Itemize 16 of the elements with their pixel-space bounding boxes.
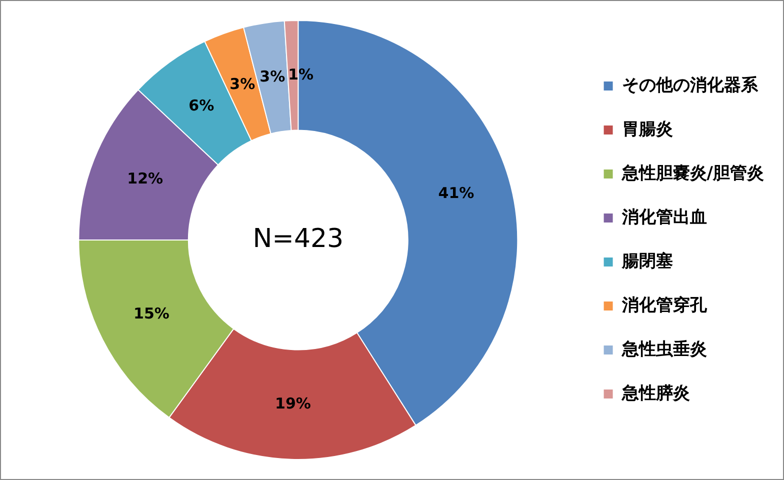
legend-label: その他の消化器系 [622, 75, 759, 96]
data-label: 3% [260, 67, 286, 86]
data-label: 12% [127, 169, 164, 188]
data-label: 41% [438, 184, 474, 202]
legend-label: 胃腸炎 [622, 119, 673, 140]
data-label: 6% [188, 96, 214, 115]
legend-label: 急性虫垂炎 [620, 339, 707, 360]
text: N=423 [252, 224, 344, 254]
legend-label: 急性胆嚢炎/胆管炎 [620, 163, 764, 184]
data-label: 15% [134, 304, 170, 323]
legend-label: 消化管出血 [620, 207, 707, 228]
data-label: 19% [275, 394, 311, 412]
legend-label: 消化管穿孔 [620, 295, 708, 316]
legend-label: 腸閉塞 [620, 251, 673, 272]
data-label: 3% [230, 75, 256, 93]
legend-label: 急性膵炎 [620, 383, 690, 404]
